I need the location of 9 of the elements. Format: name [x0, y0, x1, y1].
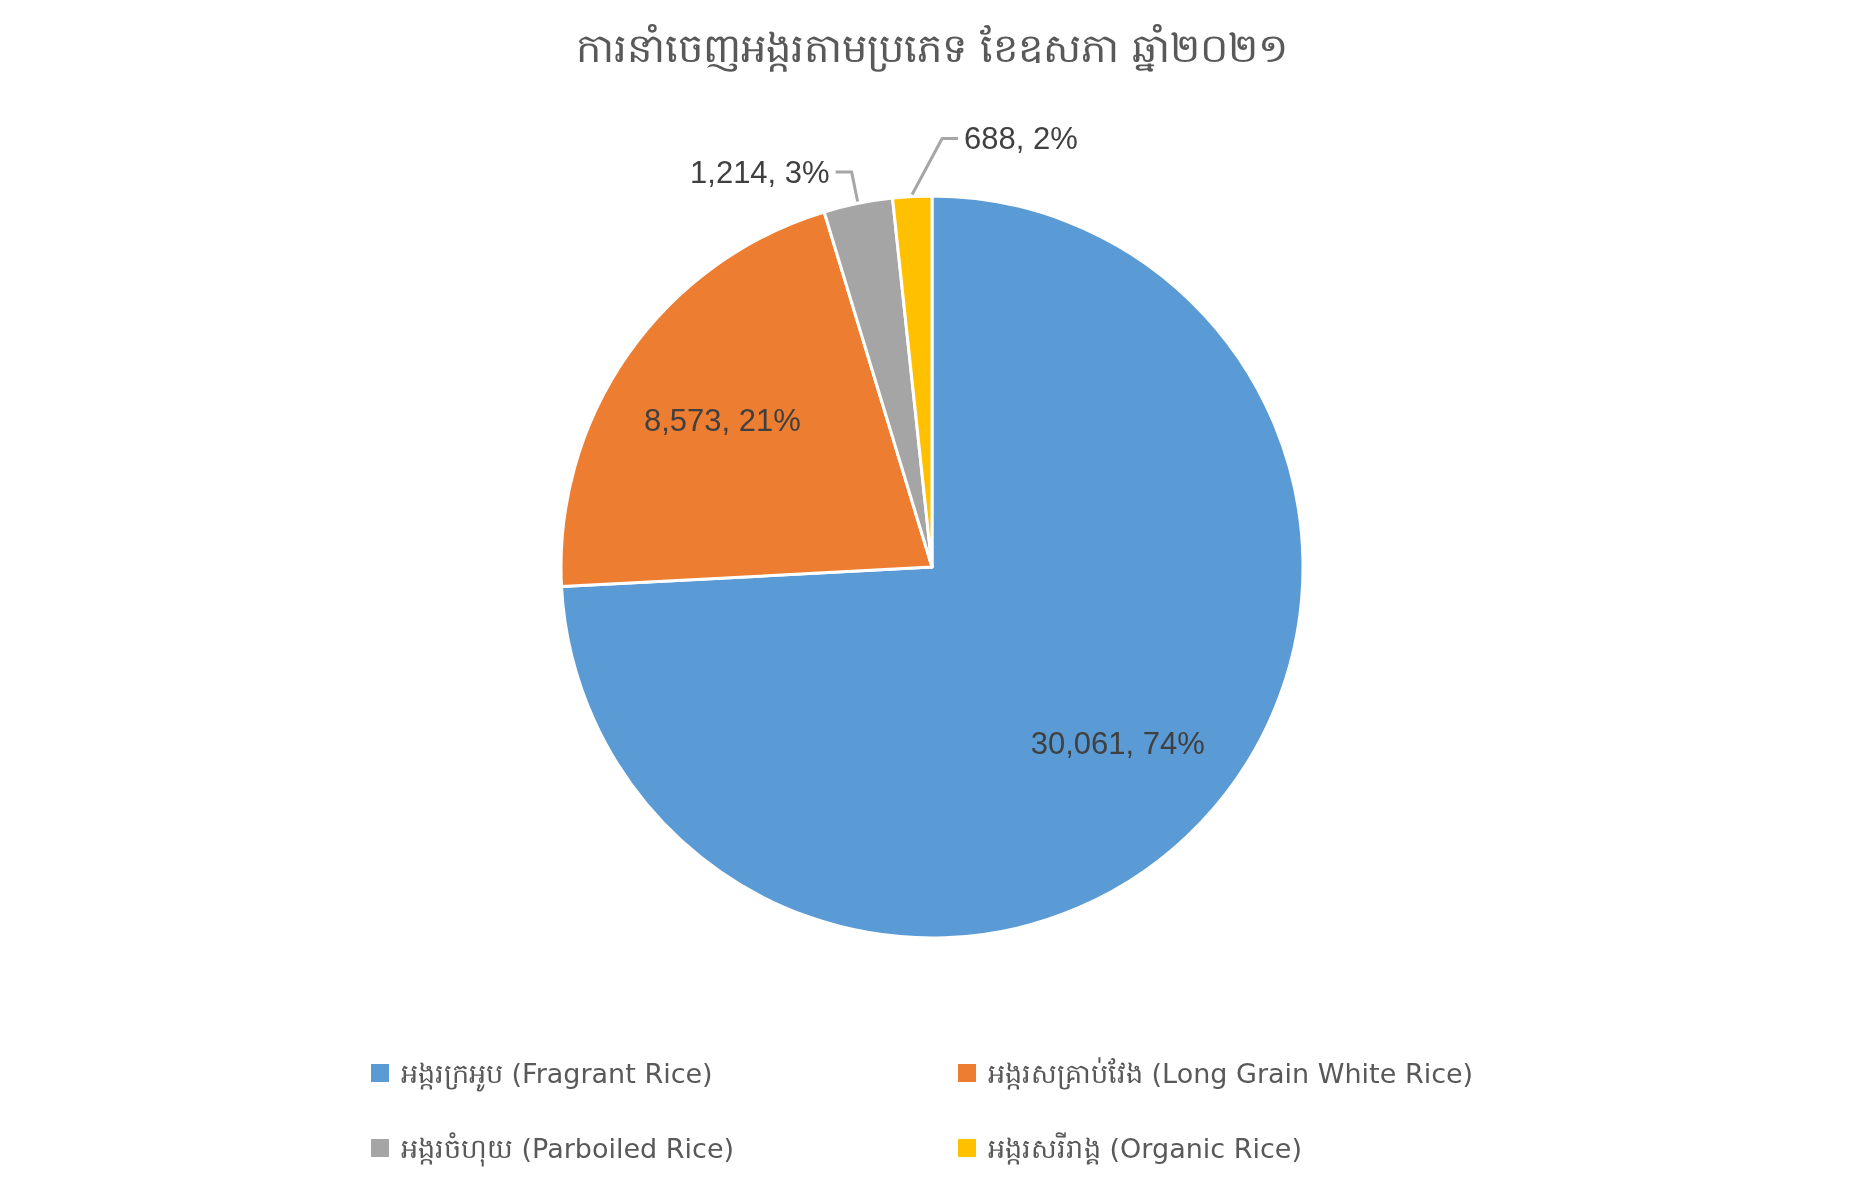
legend-label: អង្ករសគ្រាប់វែង (Long Grain White Rice) — [988, 1056, 1474, 1090]
legend-label: អង្ករចំហុយ (Parboiled Rice) — [401, 1131, 735, 1167]
legend-label: អង្ករក្រអូប (Fragrant Rice) — [401, 1057, 713, 1092]
data-label: 30,061, 74% — [1030, 725, 1205, 761]
chart-title: ការនាំចេញអង្ករតាមប្រភេទ ខែឧសភា ឆ្នាំ២០២១ — [576, 23, 1288, 72]
data-label: 688, 2% — [964, 121, 1078, 157]
data-label: 8,573, 21% — [643, 402, 801, 438]
legend-label: អង្ករសរីរាង្គ (Organic Rice) — [988, 1131, 1302, 1165]
data-label: 1,214, 3% — [690, 154, 830, 190]
